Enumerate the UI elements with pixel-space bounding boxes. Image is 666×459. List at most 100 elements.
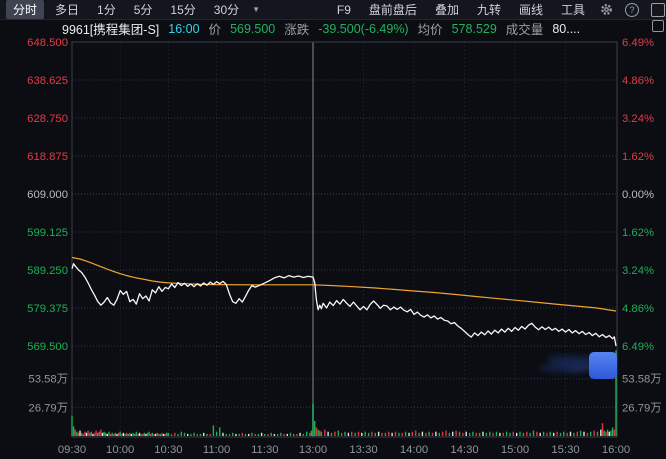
volume-bar [203,432,205,436]
volume-bar [361,432,363,436]
period-tab-15min[interactable]: 15分 [170,3,196,17]
volume-bar [384,432,387,436]
quote-time: 16:00 [168,21,200,36]
toolbar: 分时 多日 1分 5分 15分 30分 ▼ F9 盘前盘后 叠加 九转 画线 工具 ? [0,0,666,20]
right-axis-label: 4.86% [622,75,654,87]
volume-bar [445,430,447,436]
volume-bar [431,432,434,436]
volume-bar [408,432,410,436]
time-axis-label: 11:00 [203,444,230,456]
volume-bar [608,431,610,436]
time-axis-label: 13:00 [299,444,327,456]
volume-bar [92,433,94,436]
tool-nine-turn[interactable]: 九转 [476,3,501,17]
volume-bar [145,433,147,436]
time-axis-label: 15:00 [501,444,529,456]
period-tab-30min[interactable]: 30分 [213,3,240,17]
volume-bar [85,432,88,436]
volume-bar [475,432,477,436]
gear-icon[interactable] [600,3,613,16]
volume-bar [119,431,121,436]
volume-bar [150,433,152,436]
volume-bar [415,430,417,436]
help-icon[interactable]: ? [625,2,639,17]
tool-pre-post-market[interactable]: 盘前盘后 [368,3,417,17]
volume-bar [228,433,231,436]
volume-bar [158,433,160,436]
volume-bar [100,429,102,436]
volume-bar [317,429,319,436]
volume-bar [138,432,141,436]
volume-bar [468,432,471,436]
period-tab-fenshi[interactable]: 分时 [6,0,45,19]
volume-bar [546,432,548,436]
volume-bar [388,431,390,436]
volume-bar [127,433,129,436]
volume-bar [495,431,498,436]
volume-bar [509,432,511,436]
right-axis-label: 1.62% [622,227,654,239]
volume-bar [154,433,157,436]
volume-bar [310,430,313,436]
volume-bar [556,431,558,436]
volume-bar [354,432,356,436]
volume-bar [117,432,120,436]
volume-bar [573,432,575,436]
volume-bar [95,430,97,436]
volume-bar [611,427,614,436]
period-tab-1min[interactable]: 1分 [97,3,116,17]
volume-bar [526,431,528,436]
volume-bar [167,432,170,436]
volume-bar [421,431,424,436]
volume-bar [280,432,282,436]
app-logo-watermark [538,352,617,379]
volume-bar [610,430,612,436]
volume-bar [148,431,150,436]
volume-bar [130,433,133,436]
volume-bar [170,433,173,436]
volume-bar [411,431,413,436]
panel-icon[interactable] [651,2,665,17]
volume-bar [293,433,295,436]
volume-bar [122,432,125,436]
tool-f9[interactable]: F9 [336,2,351,17]
right-axis-label: 3.24% [622,265,654,277]
volume-bar [124,433,126,436]
chevron-down-icon[interactable]: ▼ [252,5,261,14]
volume-bar [180,431,182,436]
volume-bar [482,431,484,436]
volume-bar [129,432,131,436]
right-axis-label: 3.24% [622,113,654,125]
tool-overlay[interactable]: 叠加 [434,3,459,17]
period-tab-duori[interactable]: 多日 [55,3,80,17]
time-axis-label: 14:30 [450,444,478,456]
volume-bar [314,421,316,436]
right-axis-label: 6.49% [622,37,654,49]
volume-bar [235,433,237,436]
volume-bar [114,432,117,436]
period-tab-5min[interactable]: 5分 [133,3,153,17]
volume-bar [600,429,602,436]
volume-bar [286,433,288,436]
volume-bar [177,433,179,436]
volume-bar [196,433,198,436]
volume-bar [238,433,240,436]
volume-bar [563,431,565,436]
avg-price-label: 均价 [417,23,443,37]
volume-bar [438,432,440,436]
volume-bar [106,433,108,436]
volume-bar [109,433,112,436]
volume-bar [347,432,350,436]
volume-bar [529,432,531,436]
volume-bar [613,429,615,436]
right-volume-label: 53.58万 [622,374,662,386]
time-axis-label: 13:30 [349,444,377,456]
left-axis-label: 589.250 [27,265,68,277]
volume-bar [187,433,189,436]
window-icon[interactable] [652,20,664,32]
tool-draw-line[interactable]: 画线 [518,3,543,17]
tool-tools[interactable]: 工具 [560,3,585,17]
volume-bar [164,433,166,436]
volume-bar [465,431,467,436]
volume-bar [143,432,145,436]
